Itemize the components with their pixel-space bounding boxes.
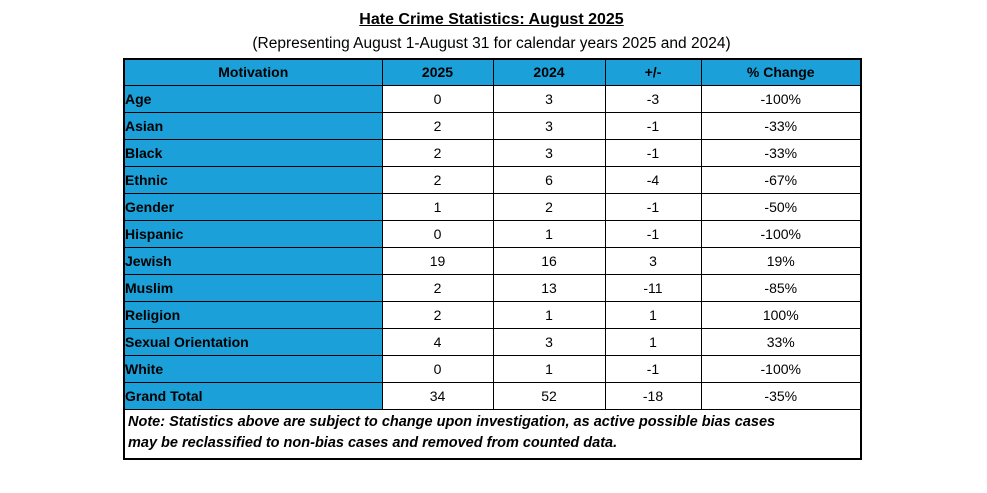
row-value: 0 [381, 219, 494, 248]
row-value: -18 [604, 381, 702, 410]
note-line-2: may be reclassified to non-bias cases an… [128, 434, 618, 451]
row-label: Hispanic [123, 219, 383, 248]
page-title: Hate Crime Statistics: August 2025 [359, 11, 624, 28]
table-row: Jewish 19 16 3 19% [123, 246, 862, 275]
row-label: Gender [123, 192, 383, 221]
note-line-1: Note: Statistics above are subject to ch… [128, 413, 776, 430]
row-value: 3 [604, 246, 702, 275]
page-subtitle: (Representing August 1-August 31 for cal… [252, 35, 731, 52]
row-value: -1 [604, 138, 702, 167]
row-value: 34 [381, 381, 494, 410]
row-value: -33% [700, 111, 862, 140]
row-value: -1 [604, 111, 702, 140]
row-value: 52 [492, 381, 606, 410]
row-value: 13 [492, 273, 606, 302]
column-header-motivation: Motivation [123, 58, 383, 86]
row-value: 3 [492, 84, 606, 113]
row-value: 19 [381, 246, 494, 275]
column-header-plus-minus: +/- [604, 58, 702, 86]
row-label: Age [123, 84, 383, 113]
row-value: 2 [492, 192, 606, 221]
row-value: 4 [381, 327, 494, 356]
row-value: -33% [700, 138, 862, 167]
row-value: 1 [492, 219, 606, 248]
report-sheet: Hate Crime Statistics: August 2025 (Repr… [123, 10, 862, 460]
row-value: -35% [700, 381, 862, 410]
row-value: 3 [492, 327, 606, 356]
table-row: Ethnic 2 6 -4 -67% [123, 165, 862, 194]
row-value: 3 [492, 111, 606, 140]
note-text: Note: Statistics above are subject to ch… [123, 408, 862, 459]
column-header-2024: 2024 [492, 58, 606, 86]
row-value: 2 [381, 111, 494, 140]
row-value: -1 [604, 192, 702, 221]
row-label: Religion [123, 300, 383, 329]
row-value: -85% [700, 273, 862, 302]
row-value: 0 [381, 354, 494, 383]
table-row: Religion 2 1 1 100% [123, 300, 862, 329]
row-value: 33% [700, 327, 862, 356]
row-label: Asian [123, 111, 383, 140]
column-header-percent-change: % Change [700, 58, 862, 86]
row-value: -100% [700, 84, 862, 113]
row-value: 3 [492, 138, 606, 167]
note-row: Note: Statistics above are subject to ch… [123, 408, 862, 459]
row-value: 2 [381, 273, 494, 302]
row-value: 1 [492, 300, 606, 329]
row-value: -1 [604, 219, 702, 248]
hate-crime-statistics-table: Motivation 2025 2024 +/- % Change Age 0 3-… [123, 58, 862, 460]
row-label: Black [123, 138, 383, 167]
row-value: -11 [604, 273, 702, 302]
row-value: -4 [604, 165, 702, 194]
row-value: 1 [492, 354, 606, 383]
row-label: Muslim [123, 273, 383, 302]
table-row: Age 0 3 -3 -100% [123, 84, 862, 113]
row-value: -67% [700, 165, 862, 194]
column-header-2025: 2025 [381, 58, 494, 86]
row-value: -100% [700, 219, 862, 248]
row-label: Sexual Orientation [123, 327, 383, 356]
row-value: 1 [604, 327, 702, 356]
table-row: Muslim 2 13 -11 -85% [123, 273, 862, 302]
row-value: 0 [381, 84, 494, 113]
table-row: Asian 2 3 -1 -33% [123, 111, 862, 140]
row-value: 2 [381, 138, 494, 167]
row-value: 2 [381, 165, 494, 194]
row-value: 2 [381, 300, 494, 329]
row-value: -3 [604, 84, 702, 113]
row-label: Jewish [123, 246, 383, 275]
row-value: 6 [492, 165, 606, 194]
row-label: White [123, 354, 383, 383]
table-body: Age 0 3 -3 -100% Asian 2 3 -1 -33% Black 2 3 -1 -33% Et… [123, 84, 862, 410]
row-label: Grand Total [123, 381, 383, 410]
row-value: 16 [492, 246, 606, 275]
table-row: Hispanic 0 1 -1 -100% [123, 219, 862, 248]
row-value: -50% [700, 192, 862, 221]
row-value: -1 [604, 354, 702, 383]
row-value: 1 [604, 300, 702, 329]
row-label: Ethnic [123, 165, 383, 194]
row-value: 19% [700, 246, 862, 275]
row-value: 100% [700, 300, 862, 329]
table-header-row: Motivation 2025 2024 +/- % Change [123, 58, 862, 86]
row-value: 1 [381, 192, 494, 221]
table-row: Gender 1 2 -1 -50% [123, 192, 862, 221]
row-value: -100% [700, 354, 862, 383]
table-row: Sexual Orientation 4 3 1 33% [123, 327, 862, 356]
table-row: White 0 1 -1 -100% [123, 354, 862, 383]
table-row: Black 2 3 -1 -33% [123, 138, 862, 167]
table-row: Grand Total 34 52 -18 -35% [123, 381, 862, 410]
